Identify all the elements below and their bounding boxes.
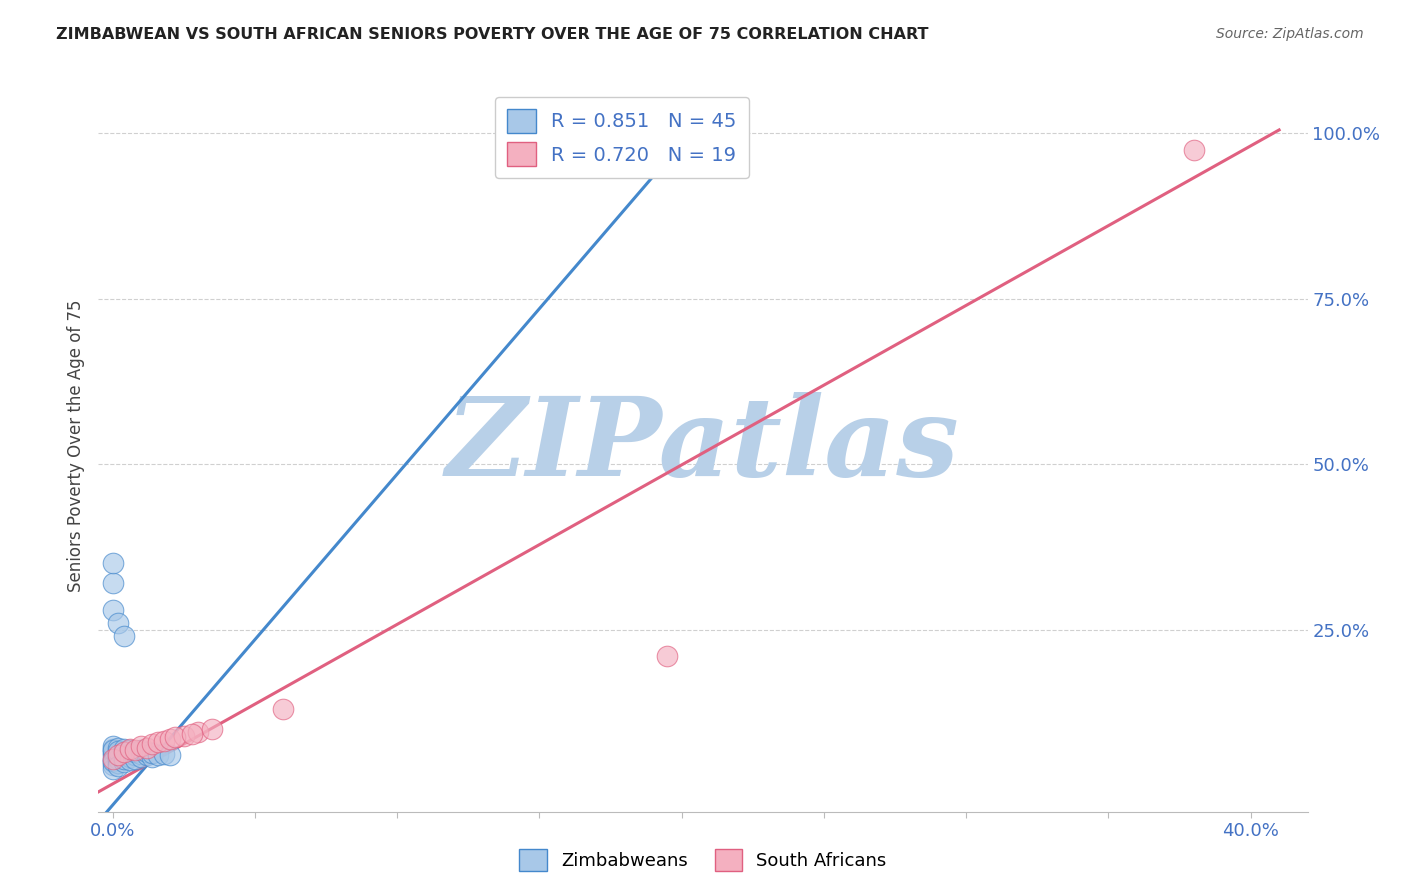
Point: [129, 743, 152, 757]
Point: [101, 755, 124, 769]
Point: [124, 748, 146, 763]
Legend: Zimbabweans, South Africans: Zimbabweans, South Africans: [512, 842, 894, 879]
Point: [159, 731, 181, 746]
Point: [118, 743, 141, 757]
Point: [101, 576, 124, 591]
Point: [101, 758, 124, 772]
Point: [141, 747, 163, 761]
Point: [124, 752, 146, 766]
Point: [146, 735, 169, 749]
Point: [101, 557, 124, 571]
Text: ZIMBABWEAN VS SOUTH AFRICAN SENIORS POVERTY OVER THE AGE OF 75 CORRELATION CHART: ZIMBABWEAN VS SOUTH AFRICAN SENIORS POVE…: [56, 27, 929, 42]
Point: [107, 752, 129, 766]
Point: [107, 747, 129, 761]
Point: [112, 745, 135, 759]
Point: [107, 749, 129, 764]
Point: [112, 748, 135, 763]
Point: [112, 742, 135, 756]
Point: [153, 747, 176, 761]
Point: [273, 702, 295, 716]
Point: [141, 749, 163, 764]
Point: [135, 748, 157, 763]
Point: [107, 740, 129, 755]
Point: [135, 740, 157, 755]
Point: [112, 629, 135, 643]
Legend: R = 0.851   N = 45, R = 0.720   N = 19: R = 0.851 N = 45, R = 0.720 N = 19: [495, 97, 748, 178]
Point: [101, 742, 124, 756]
Point: [112, 745, 135, 759]
Text: ZIPatlas: ZIPatlas: [446, 392, 960, 500]
Point: [657, 139, 679, 153]
Point: [129, 739, 152, 753]
Point: [165, 730, 187, 744]
Point: [101, 754, 124, 768]
Point: [107, 616, 129, 631]
Point: [141, 737, 163, 751]
Point: [107, 759, 129, 773]
Point: [124, 743, 146, 757]
Point: [173, 729, 195, 743]
Point: [118, 753, 141, 767]
Point: [101, 603, 124, 617]
Point: [101, 762, 124, 776]
Point: [112, 755, 135, 769]
Y-axis label: Seniors Poverty Over the Age of 75: Seniors Poverty Over the Age of 75: [66, 300, 84, 592]
Point: [118, 747, 141, 761]
Point: [181, 727, 204, 741]
Point: [107, 744, 129, 758]
Point: [124, 745, 146, 759]
Point: [201, 722, 224, 736]
Point: [112, 752, 135, 766]
Text: Source: ZipAtlas.com: Source: ZipAtlas.com: [1216, 27, 1364, 41]
Point: [101, 752, 124, 766]
Point: [101, 745, 124, 759]
Point: [101, 748, 124, 763]
Point: [129, 747, 152, 761]
Point: [159, 748, 181, 763]
Point: [129, 750, 152, 764]
Point: [146, 748, 169, 763]
Point: [118, 742, 141, 756]
Point: [101, 752, 124, 766]
Point: [657, 649, 679, 664]
Point: [107, 748, 129, 763]
Point: [153, 734, 176, 748]
Point: [187, 725, 209, 739]
Point: [101, 739, 124, 753]
Point: [118, 749, 141, 764]
Point: [107, 756, 129, 771]
Point: [101, 743, 124, 757]
Point: [1182, 143, 1205, 157]
Point: [135, 745, 157, 759]
